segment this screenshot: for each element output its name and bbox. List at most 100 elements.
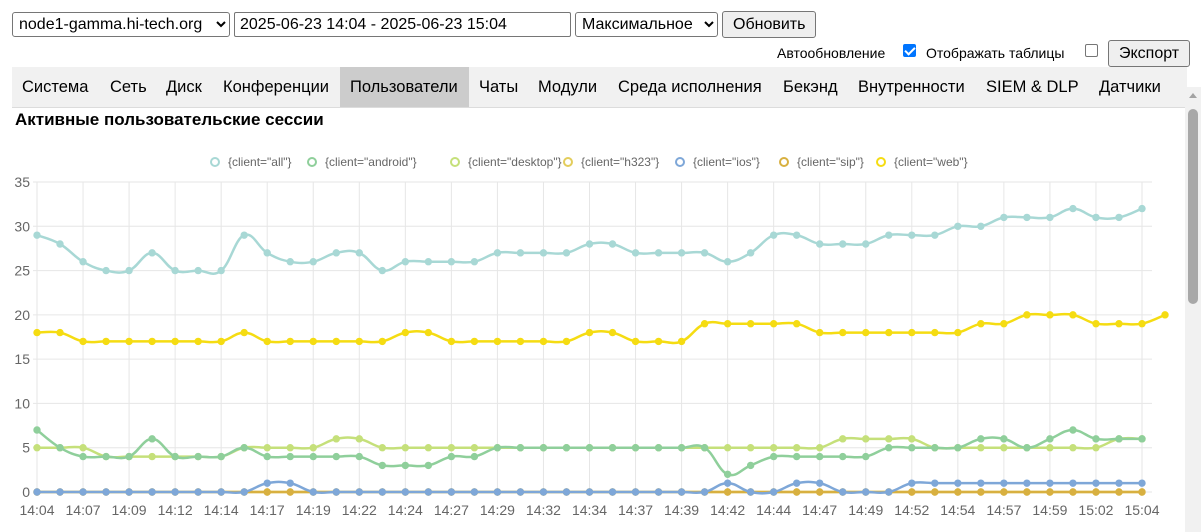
data-point xyxy=(631,444,640,452)
data-point xyxy=(378,461,387,470)
tab-modules[interactable]: Модули xyxy=(538,78,598,96)
data-point xyxy=(977,479,985,487)
data-point xyxy=(769,452,778,461)
data-point xyxy=(378,488,387,496)
data-point xyxy=(1069,444,1077,452)
x-tick-label: 14:22 xyxy=(342,502,377,518)
data-point xyxy=(309,488,317,496)
data-point xyxy=(493,488,502,496)
vertical-scrollbar[interactable] xyxy=(1185,87,1201,532)
x-tick-label: 14:57 xyxy=(986,502,1021,518)
data-point xyxy=(792,231,801,239)
tab-sensors[interactable]: Датчики xyxy=(1099,78,1161,96)
data-point xyxy=(839,488,847,496)
legend-item[interactable]: {client="android"} xyxy=(307,155,417,169)
server-select[interactable]: node1-gamma.hi-tech.org xyxy=(12,12,230,37)
data-point xyxy=(286,258,294,266)
data-point xyxy=(585,328,594,337)
data-point xyxy=(816,488,824,496)
y-tick-label: 0 xyxy=(22,484,30,500)
data-point xyxy=(816,240,824,248)
data-point xyxy=(792,452,801,461)
tab-disk[interactable]: Диск xyxy=(166,78,202,96)
legend-item[interactable]: {client="sip"} xyxy=(779,155,864,169)
data-point xyxy=(839,435,847,443)
tab-runtime[interactable]: Среда исполнения xyxy=(618,78,762,96)
data-point xyxy=(148,488,156,496)
data-point xyxy=(194,488,202,496)
aggregation-select[interactable]: Максимальное xyxy=(575,12,718,37)
series-line xyxy=(36,312,1166,345)
x-tick-label: 14:47 xyxy=(802,502,837,518)
series-1 xyxy=(33,426,1146,478)
legend-item[interactable]: {client="all"} xyxy=(210,155,292,169)
panel-title: Активные пользовательские сессии xyxy=(15,110,324,129)
data-point xyxy=(493,444,502,452)
data-point xyxy=(401,461,410,470)
data-point xyxy=(954,488,962,496)
data-point xyxy=(816,328,824,337)
tab-conferences[interactable]: Конференции xyxy=(223,78,330,96)
data-point xyxy=(839,328,847,337)
data-point xyxy=(839,240,847,248)
data-point xyxy=(424,328,433,337)
data-point xyxy=(33,231,41,239)
data-point xyxy=(309,258,317,266)
refresh-button[interactable]: Обновить xyxy=(722,11,817,38)
data-point xyxy=(1069,488,1077,496)
data-point xyxy=(839,452,847,461)
data-point xyxy=(908,231,916,239)
data-point xyxy=(769,488,778,496)
scroll-up-arrow-icon[interactable] xyxy=(1185,87,1201,103)
data-point xyxy=(631,249,640,257)
data-point xyxy=(1115,320,1123,328)
data-point xyxy=(1023,479,1031,487)
data-point xyxy=(931,328,939,337)
autoupdate-checkbox[interactable] xyxy=(903,44,916,57)
show-tables-checkbox[interactable] xyxy=(1085,44,1098,57)
data-point xyxy=(1046,479,1054,487)
x-tick-label: 14:37 xyxy=(618,502,653,518)
legend-item[interactable]: {client="ios"} xyxy=(675,155,760,169)
data-point xyxy=(56,240,64,248)
data-point xyxy=(816,479,824,487)
data-point xyxy=(332,435,340,443)
data-point xyxy=(746,320,755,328)
tab-chats[interactable]: Чаты xyxy=(479,78,519,96)
show-tables-label: Отображать таблицы xyxy=(926,45,1065,61)
data-point xyxy=(885,231,893,239)
tab-siem-dlp[interactable]: SIEM & DLP xyxy=(986,78,1079,96)
tab-backend[interactable]: Бекэнд xyxy=(783,78,838,96)
chart-axes: 0 5 10 15 20 25 30 35 14:04 14:07 14:09 14:12 14:14 1… xyxy=(14,174,1159,518)
data-point xyxy=(977,488,985,496)
data-point xyxy=(539,488,548,496)
y-tick-label: 15 xyxy=(14,351,30,367)
data-point xyxy=(954,444,962,452)
series-0 xyxy=(33,204,1146,275)
legend-label: {client="h323"} xyxy=(581,155,659,169)
data-point xyxy=(862,452,870,461)
data-point xyxy=(355,452,363,461)
data-point xyxy=(171,337,179,346)
series-6 xyxy=(33,311,1169,346)
tab-network[interactable]: Сеть xyxy=(110,78,147,96)
legend-item[interactable]: {client="desktop"} xyxy=(450,155,562,169)
scrollbar-thumb[interactable] xyxy=(1188,109,1198,304)
data-point xyxy=(723,320,732,328)
data-point xyxy=(1023,311,1031,319)
data-point xyxy=(654,337,663,346)
data-point xyxy=(286,479,294,487)
data-point xyxy=(309,444,317,452)
legend-item[interactable]: {client="web"} xyxy=(876,155,968,169)
tab-system[interactable]: Система xyxy=(22,78,89,96)
time-range-input[interactable] xyxy=(234,12,571,37)
data-point xyxy=(470,452,479,461)
tab-users[interactable]: Пользователи xyxy=(340,67,469,107)
data-point xyxy=(217,488,225,496)
legend-swatch xyxy=(450,157,460,167)
data-point xyxy=(908,328,916,337)
export-button[interactable]: Экспорт xyxy=(1108,40,1191,67)
data-point xyxy=(378,337,387,346)
legend-item[interactable]: {client="h323"} xyxy=(563,155,659,169)
tab-internals[interactable]: Внутренности xyxy=(858,78,965,96)
